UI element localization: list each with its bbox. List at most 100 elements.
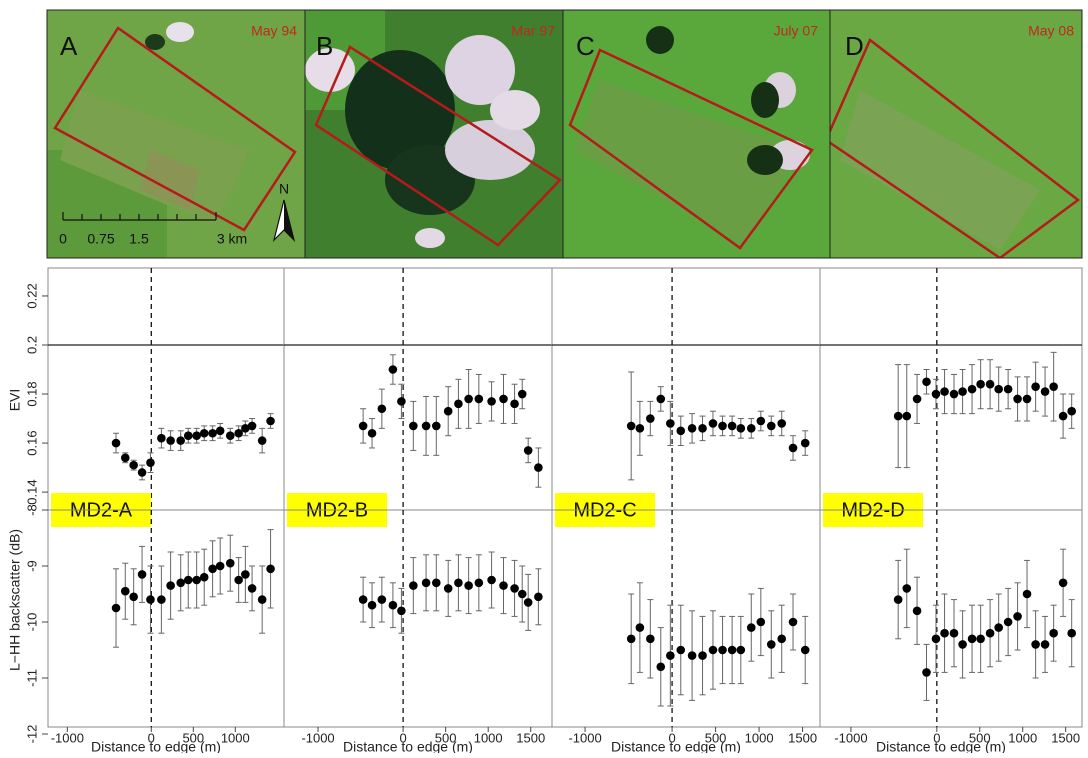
point (216, 427, 225, 436)
point (200, 429, 209, 438)
point (409, 422, 418, 431)
y-axis-title: EVI (7, 389, 23, 412)
point (1023, 395, 1032, 404)
point (894, 595, 903, 604)
point (709, 419, 718, 428)
point (266, 417, 275, 426)
point (1059, 579, 1068, 588)
point (208, 565, 217, 574)
point (192, 431, 201, 440)
x-axis-title: Distance to edge (m) (876, 739, 1006, 753)
point (767, 640, 776, 649)
point (234, 576, 243, 585)
image-label: C (576, 31, 595, 61)
point (757, 618, 766, 627)
point (968, 635, 977, 644)
y-tick-label: -10 (24, 613, 39, 632)
point (728, 422, 737, 431)
point (359, 422, 368, 431)
image-b (305, 10, 563, 258)
panel-frame (284, 510, 552, 727)
x-tick-label: 1000 (474, 730, 503, 745)
point (737, 424, 746, 433)
point (121, 587, 130, 596)
point (184, 576, 193, 585)
x-axis-title: Distance to edge (m) (343, 739, 473, 753)
x-tick-label: 1500 (788, 730, 817, 745)
point (994, 385, 1003, 394)
x-tick-label: -1000 (301, 730, 334, 745)
panel-frame (48, 510, 284, 727)
point (646, 414, 655, 423)
point (932, 390, 941, 399)
point (940, 629, 949, 638)
x-axis-title: Distance to edge (m) (611, 739, 741, 753)
y-tick-label: 0.2 (24, 336, 39, 354)
point (184, 431, 193, 440)
point (454, 579, 463, 588)
point (464, 581, 473, 590)
point (176, 436, 185, 445)
point (112, 604, 121, 613)
point (378, 595, 387, 604)
point (1004, 618, 1013, 627)
image-label: B (316, 31, 333, 61)
point (138, 570, 147, 579)
y-tick-label: -8 (24, 504, 39, 516)
point (1031, 382, 1040, 391)
scale-label: 3 km (217, 231, 247, 247)
point (422, 422, 431, 431)
y-tick-label: -9 (24, 560, 39, 572)
point (248, 584, 257, 593)
point (646, 635, 655, 644)
x-tick-label: -1000 (51, 730, 84, 745)
point (994, 623, 1003, 632)
point (894, 412, 903, 421)
point (636, 424, 645, 433)
x-axis-title: Distance to edge (m) (91, 739, 221, 753)
point (208, 429, 217, 438)
image-label: D (845, 31, 864, 61)
x-tick-label: 1000 (1008, 730, 1037, 745)
point (728, 646, 737, 655)
point (444, 584, 453, 593)
point (422, 579, 431, 588)
point (1049, 382, 1058, 391)
image-label: A (60, 31, 78, 61)
point (801, 439, 810, 448)
panel-frame (820, 510, 1082, 727)
point (146, 595, 155, 604)
point (368, 429, 377, 438)
point (248, 422, 257, 431)
panel-frame (552, 268, 820, 510)
point (1049, 629, 1058, 638)
point (666, 651, 675, 660)
point (432, 422, 441, 431)
x-tick-label: -1000 (834, 730, 867, 745)
point (968, 385, 977, 394)
point (389, 365, 398, 374)
point (454, 400, 463, 409)
point (534, 593, 543, 602)
y-tick-label: 0.18 (24, 381, 39, 406)
point (922, 668, 931, 677)
point (487, 576, 496, 585)
point (709, 646, 718, 655)
point (958, 387, 967, 396)
point (922, 377, 931, 386)
point (464, 395, 473, 404)
point (192, 576, 201, 585)
point (409, 581, 418, 590)
point (121, 453, 130, 462)
point (368, 601, 377, 610)
point (627, 422, 636, 431)
point (389, 601, 398, 610)
x-tick-label: 1000 (221, 730, 250, 745)
point (656, 395, 665, 404)
point (444, 407, 453, 416)
point (241, 570, 250, 579)
point (157, 434, 166, 443)
point (698, 424, 707, 433)
point (940, 387, 949, 396)
point (698, 651, 707, 660)
